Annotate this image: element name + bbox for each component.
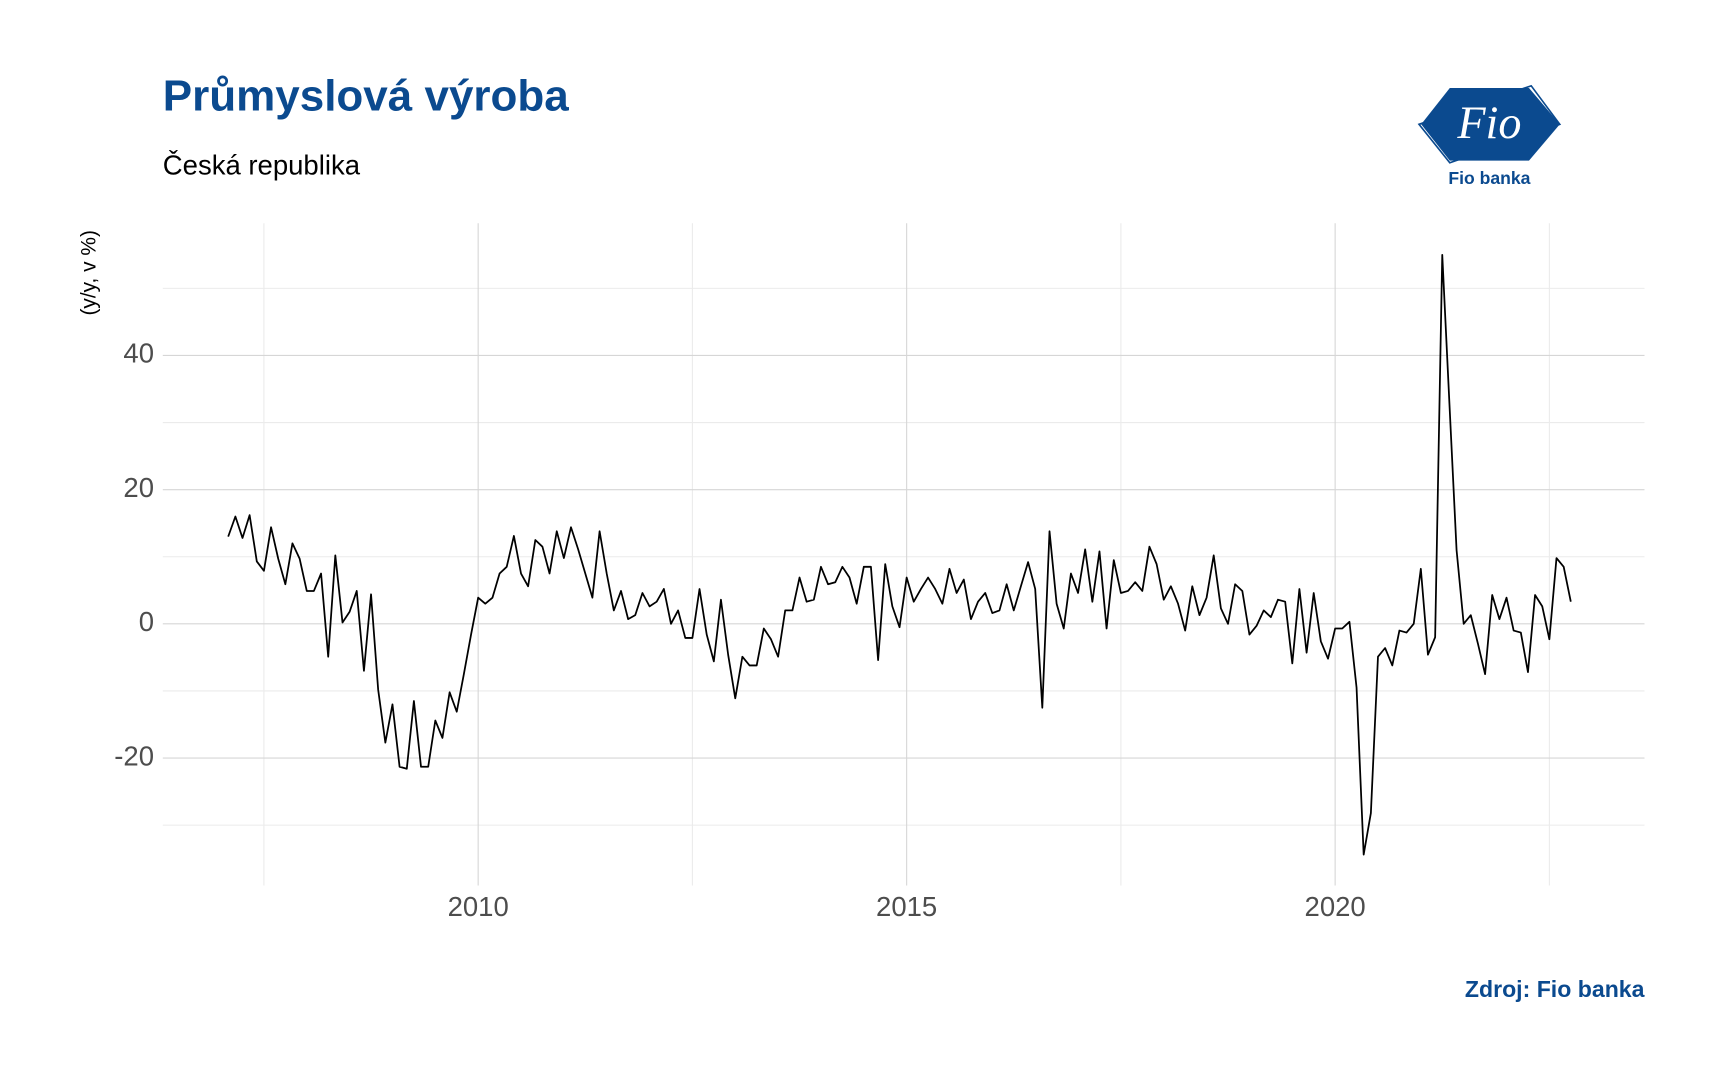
grid	[162, 223, 1645, 886]
logo-shape	[1421, 88, 1560, 161]
y-tick-label: 20	[123, 472, 154, 503]
y-tick-label: 40	[123, 338, 154, 369]
x-tick-label: 2015	[876, 891, 937, 922]
logo: Fio Fio banka	[1417, 84, 1562, 188]
y-tick-label: -20	[114, 740, 154, 771]
source: Zdroj: Fio banka	[1465, 976, 1645, 1002]
y-axis-label: (y/y, v %)	[78, 230, 101, 316]
x-tick-label: 2020	[1305, 891, 1366, 922]
chart-subtitle: Česká republika	[163, 149, 361, 180]
logo-caption: Fio banka	[1448, 168, 1530, 188]
y-tick-label: 0	[139, 606, 154, 637]
x-tick-label: 2010	[448, 891, 509, 922]
line	[227, 253, 1572, 856]
logo-text: Fio	[1456, 97, 1521, 148]
chart-title: Průmyslová výroba	[163, 72, 569, 121]
